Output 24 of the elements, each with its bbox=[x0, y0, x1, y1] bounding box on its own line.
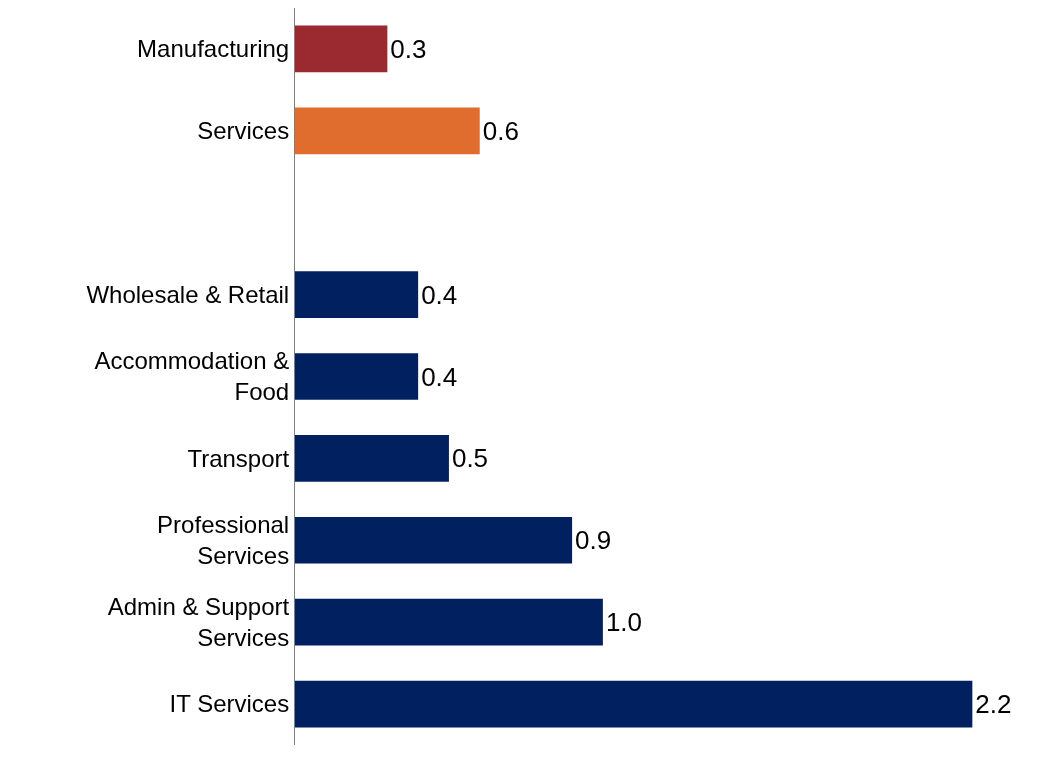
data-label: 1.0 bbox=[605, 607, 643, 638]
y-tick-label: Professional Services bbox=[157, 511, 290, 570]
bar bbox=[295, 271, 419, 318]
data-label: 0.9 bbox=[575, 525, 612, 556]
bar bbox=[295, 680, 973, 728]
bar bbox=[295, 516, 573, 564]
data-label: 2.2 bbox=[975, 689, 1012, 720]
y-tick-label: Transport bbox=[187, 444, 290, 472]
bar bbox=[295, 435, 449, 482]
y-tick-label: Services bbox=[197, 117, 290, 145]
y-tick-label: Wholesale & Retail bbox=[86, 281, 290, 309]
y-tick-label: Accommodation & Food bbox=[94, 347, 290, 406]
data-label: 0.4 bbox=[421, 279, 458, 310]
bar bbox=[295, 107, 480, 155]
y-tick-label: IT Services bbox=[169, 690, 290, 718]
y-tick-label: Admin & Support Services bbox=[107, 592, 290, 652]
y-tick-label: Manufacturing bbox=[137, 35, 290, 63]
data-label: 0.4 bbox=[421, 361, 458, 392]
data-label: 0.3 bbox=[390, 33, 427, 64]
bar bbox=[295, 25, 388, 73]
bar bbox=[295, 598, 603, 646]
data-label: 0.6 bbox=[482, 115, 519, 146]
bar bbox=[295, 353, 419, 400]
data-label: 0.5 bbox=[451, 443, 489, 474]
